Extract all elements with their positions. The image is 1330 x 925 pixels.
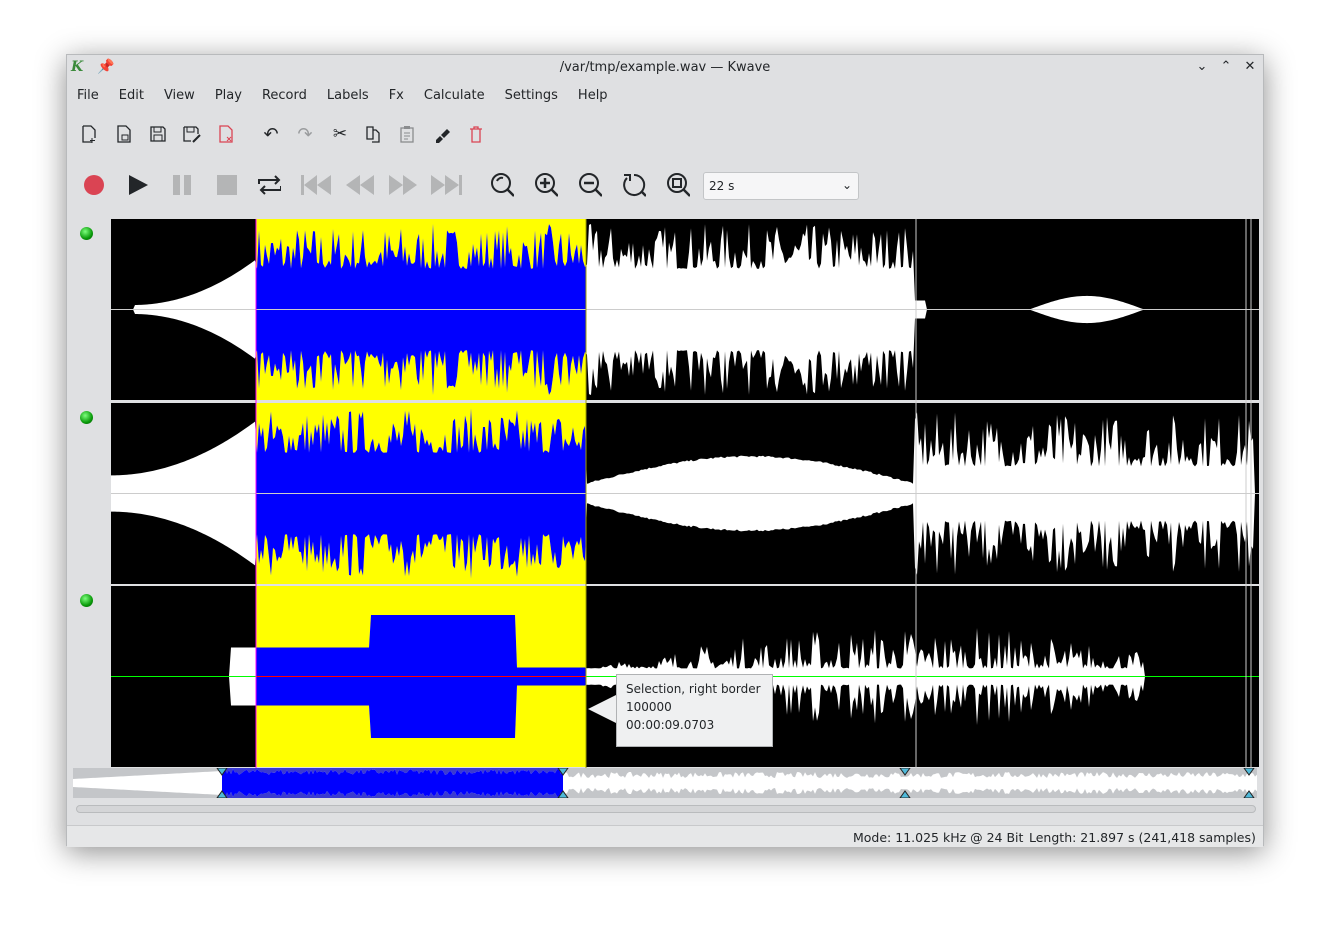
label-marker-icon <box>1243 768 1255 776</box>
play-button[interactable] <box>126 173 150 197</box>
menu-settings[interactable]: Settings <box>504 88 558 103</box>
loop-icon <box>258 175 281 195</box>
menu-file[interactable]: File <box>77 88 99 103</box>
first-button[interactable] <box>300 173 334 197</box>
zoom-original-icon <box>623 173 646 197</box>
play-icon <box>129 175 148 195</box>
zoom-selection-button[interactable] <box>490 173 514 197</box>
stop-button[interactable] <box>215 173 239 197</box>
zoom-select[interactable]: 22 s ⌄ <box>703 172 859 200</box>
last-button[interactable] <box>429 173 463 197</box>
tooltip-arrow <box>588 695 616 723</box>
label-marker-icon <box>899 790 911 798</box>
pin-icon[interactable]: 📌 <box>97 59 115 75</box>
label-marker-icon <box>1243 790 1255 798</box>
zoom-selection-icon <box>491 173 514 197</box>
title-bar: K 📌 /var/tmp/example.wav — Kwave ⌄ ⌃ ✕ <box>67 55 1263 81</box>
zoom-out-icon <box>579 173 602 197</box>
tooltip-sample: 100000 <box>626 700 672 714</box>
zoom-all-icon <box>667 173 690 197</box>
record-icon <box>84 175 104 195</box>
menu-labels[interactable]: Labels <box>326 88 369 103</box>
forward-button[interactable] <box>387 173 419 197</box>
pause-button[interactable] <box>170 173 194 197</box>
save-as-icon[interactable] <box>180 122 204 146</box>
track-3-enable-led[interactable] <box>80 594 93 607</box>
kwave-logo-icon: K <box>71 59 84 75</box>
copy-icon[interactable] <box>361 122 385 146</box>
track-1-enable-led[interactable] <box>80 227 93 240</box>
cut-icon[interactable]: ✂ <box>332 124 348 144</box>
zoom-all-button[interactable] <box>666 173 690 197</box>
close-button[interactable]: ✕ <box>1244 59 1256 74</box>
open-file-icon[interactable] <box>112 122 136 146</box>
record-button[interactable] <box>82 173 106 197</box>
rewind-icon <box>346 175 374 195</box>
kwave-window: K 📌 /var/tmp/example.wav — Kwave ⌄ ⌃ ✕ F… <box>66 54 1264 847</box>
label-marker-icon <box>216 790 228 798</box>
menu-calculate[interactable]: Calculate <box>423 88 485 103</box>
menu-view[interactable]: View <box>163 88 195 103</box>
maximize-button[interactable]: ⌃ <box>1220 59 1232 74</box>
tooltip-title: Selection, right border <box>626 682 761 696</box>
paste-icon[interactable] <box>395 122 419 146</box>
overview-bar[interactable] <box>73 768 1257 798</box>
menu-bar: File Edit View Play Record Labels Fx Cal… <box>67 85 618 109</box>
redo-icon[interactable]: ↷ <box>297 123 313 145</box>
label-marker-icon <box>216 768 228 776</box>
selection-tooltip: Selection, right border 100000 00:00:09.… <box>616 674 773 747</box>
status-mode: Mode: 11.025 kHz @ 24 Bit <box>853 830 1024 845</box>
save-icon[interactable] <box>146 122 170 146</box>
window-title: /var/tmp/example.wav — Kwave <box>559 60 771 75</box>
status-length: Length: 21.897 s (241,418 samples) <box>1029 830 1256 845</box>
tooltip-time: 00:00:09.0703 <box>626 718 715 732</box>
menu-record[interactable]: Record <box>261 88 307 103</box>
pause-icon <box>173 175 191 195</box>
horizontal-scrollbar[interactable] <box>76 805 1256 813</box>
label-marker-icon <box>557 790 569 798</box>
label-marker-icon <box>899 768 911 776</box>
signal-view[interactable]: Selection, right border 100000 00:00:09.… <box>67 219 1263 769</box>
erase-icon[interactable] <box>430 122 454 146</box>
stop-icon <box>217 175 237 195</box>
zoom-original-button[interactable] <box>622 173 646 197</box>
rewind-button[interactable] <box>344 173 376 197</box>
menu-edit[interactable]: Edit <box>118 88 144 103</box>
zoom-value: 22 s <box>709 179 735 193</box>
status-bar: Mode: 11.025 kHz @ 24 Bit Length: 21.897… <box>67 825 1263 847</box>
delete-icon[interactable] <box>464 122 488 146</box>
zoom-out-button[interactable] <box>578 173 602 197</box>
close-file-icon[interactable] <box>214 122 238 146</box>
zoom-in-icon <box>535 173 558 197</box>
loop-button[interactable] <box>257 173 281 197</box>
last-icon <box>431 175 462 195</box>
chevron-down-icon: ⌄ <box>841 178 852 192</box>
overview-selected-waveform <box>222 769 563 797</box>
new-file-icon[interactable] <box>77 122 101 146</box>
undo-icon[interactable]: ↶ <box>263 123 279 145</box>
label-marker-icon <box>557 768 569 776</box>
first-icon <box>301 175 331 195</box>
waveform-display[interactable] <box>111 219 1259 769</box>
track-2-enable-led[interactable] <box>80 411 93 424</box>
menu-fx[interactable]: Fx <box>388 88 404 103</box>
minimize-button[interactable]: ⌄ <box>1196 59 1208 74</box>
menu-play[interactable]: Play <box>214 88 242 103</box>
menu-help[interactable]: Help <box>577 88 608 103</box>
forward-icon <box>389 175 417 195</box>
zoom-in-button[interactable] <box>534 173 558 197</box>
